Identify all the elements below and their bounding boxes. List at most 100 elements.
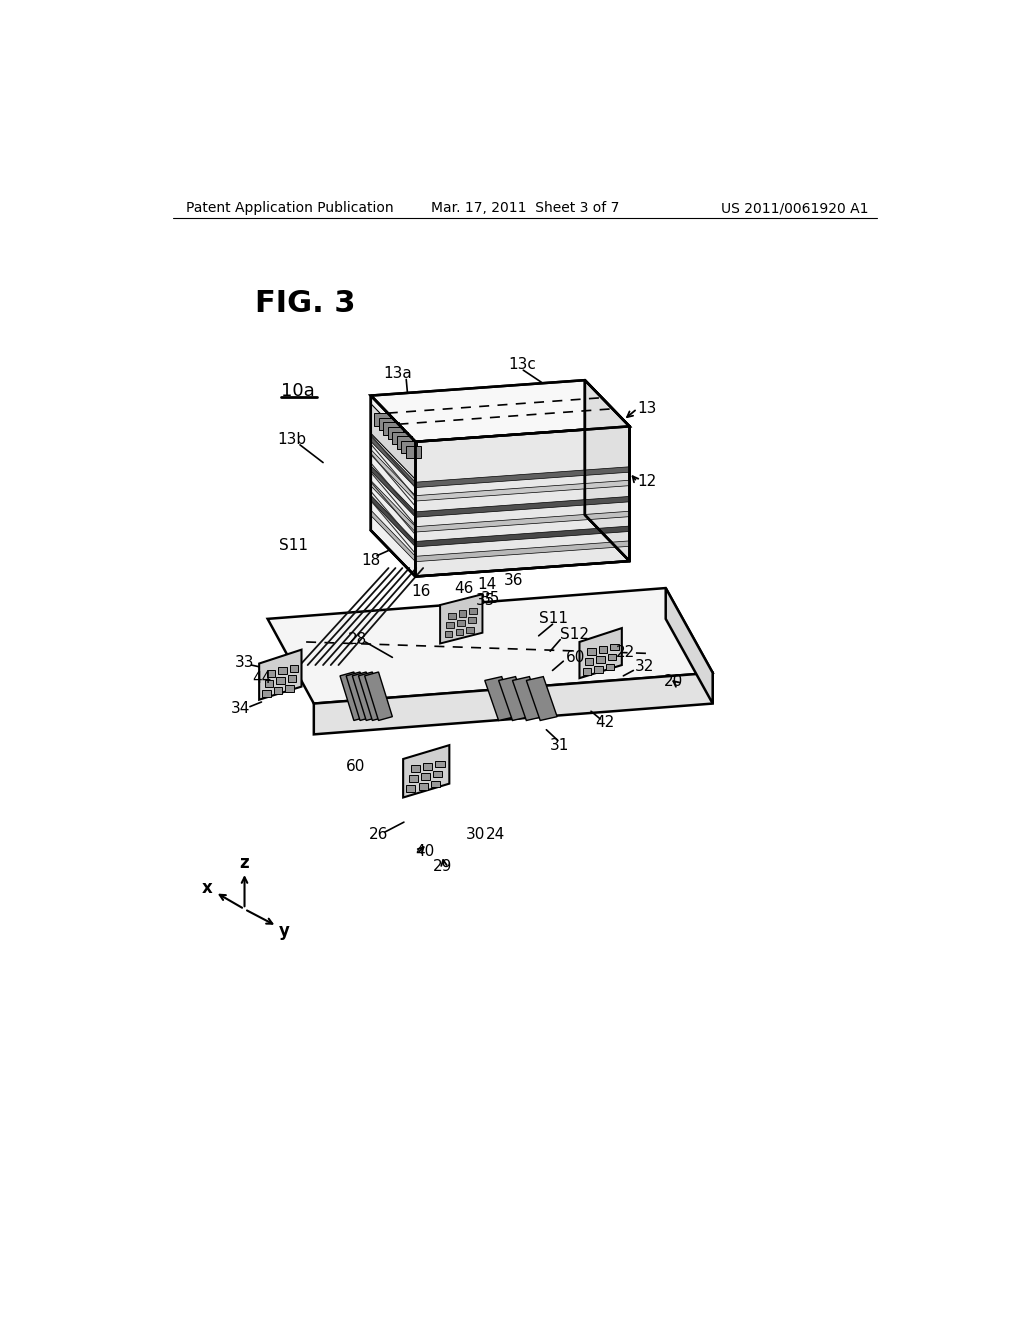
Bar <box>286 685 294 692</box>
Text: 20: 20 <box>664 675 683 689</box>
Bar <box>456 628 463 635</box>
Text: 29: 29 <box>433 859 453 874</box>
Bar <box>444 631 453 638</box>
Bar <box>279 668 287 675</box>
Polygon shape <box>371 380 630 442</box>
Polygon shape <box>313 673 713 734</box>
Bar <box>262 689 270 697</box>
Bar <box>594 665 602 673</box>
Polygon shape <box>416 426 630 577</box>
Text: 60: 60 <box>565 649 585 665</box>
Bar <box>466 627 474 632</box>
Polygon shape <box>526 677 557 721</box>
Bar <box>406 446 421 458</box>
Polygon shape <box>371 480 416 532</box>
Text: FIG. 3: FIG. 3 <box>255 289 355 318</box>
Bar <box>447 612 456 619</box>
Text: 42: 42 <box>595 714 614 730</box>
Text: 33: 33 <box>234 655 254 671</box>
Text: 24: 24 <box>486 826 506 842</box>
Polygon shape <box>365 672 392 721</box>
Text: 36: 36 <box>504 573 523 587</box>
Polygon shape <box>352 672 380 721</box>
Polygon shape <box>371 404 416 479</box>
Text: 28: 28 <box>348 632 367 647</box>
Text: 32: 32 <box>635 659 654 675</box>
Text: S12: S12 <box>560 627 589 642</box>
Bar <box>583 668 591 675</box>
Text: 31: 31 <box>550 738 569 752</box>
Text: 13: 13 <box>637 401 656 416</box>
Bar <box>587 648 596 655</box>
Bar <box>383 422 398 434</box>
Bar <box>585 659 593 665</box>
Bar <box>407 785 416 792</box>
Text: Patent Application Publication: Patent Application Publication <box>186 202 393 215</box>
Polygon shape <box>416 511 630 532</box>
Polygon shape <box>585 380 630 561</box>
Text: S11: S11 <box>280 539 308 553</box>
Bar <box>459 610 466 616</box>
Bar <box>276 677 285 684</box>
Bar <box>468 618 475 623</box>
Polygon shape <box>499 677 529 721</box>
Polygon shape <box>580 628 622 678</box>
Polygon shape <box>416 541 630 562</box>
Bar <box>610 644 618 651</box>
Polygon shape <box>416 496 630 517</box>
Bar <box>392 432 408 444</box>
Bar <box>267 669 275 677</box>
Bar <box>435 760 444 767</box>
Text: 13b: 13b <box>276 432 306 447</box>
Bar <box>431 780 440 788</box>
Bar <box>469 609 477 614</box>
Text: 46: 46 <box>454 581 473 595</box>
Bar <box>388 428 403 440</box>
Polygon shape <box>371 436 416 487</box>
Bar <box>273 688 283 694</box>
Bar <box>288 675 296 682</box>
Text: 35: 35 <box>481 591 501 606</box>
Text: 30: 30 <box>466 826 485 842</box>
Bar <box>433 771 442 777</box>
Polygon shape <box>416 467 630 487</box>
Polygon shape <box>259 649 301 700</box>
Polygon shape <box>371 396 416 577</box>
Bar <box>401 441 417 453</box>
Text: 22: 22 <box>615 645 635 660</box>
Bar <box>605 664 614 671</box>
Bar <box>596 656 605 663</box>
Polygon shape <box>340 672 368 721</box>
Polygon shape <box>416 480 630 502</box>
Bar <box>264 680 273 686</box>
Text: z: z <box>240 854 249 873</box>
Text: 14: 14 <box>477 577 497 591</box>
Text: 10a: 10a <box>281 381 314 400</box>
Bar <box>446 622 454 628</box>
Text: x: x <box>202 879 213 896</box>
Text: 13a: 13a <box>383 367 412 381</box>
Text: 34: 34 <box>230 701 250 715</box>
Bar <box>421 774 430 780</box>
Polygon shape <box>512 677 544 721</box>
Bar <box>379 418 394 430</box>
Text: Mar. 17, 2011  Sheet 3 of 7: Mar. 17, 2011 Sheet 3 of 7 <box>431 202 618 215</box>
Polygon shape <box>416 527 630 546</box>
Bar <box>409 775 418 781</box>
Bar <box>411 766 420 772</box>
Text: 12: 12 <box>637 474 656 490</box>
Text: 44: 44 <box>252 672 271 686</box>
Bar <box>608 653 616 660</box>
Text: 26: 26 <box>370 826 389 842</box>
Polygon shape <box>371 449 416 502</box>
Bar <box>396 437 412 449</box>
Text: S11: S11 <box>539 611 567 627</box>
Polygon shape <box>440 594 482 644</box>
Polygon shape <box>371 510 416 562</box>
Text: 18: 18 <box>361 553 381 568</box>
Polygon shape <box>371 495 416 546</box>
Bar <box>290 665 298 672</box>
Bar <box>375 413 390 425</box>
Text: 13c: 13c <box>508 358 536 372</box>
Text: 60: 60 <box>346 759 366 775</box>
